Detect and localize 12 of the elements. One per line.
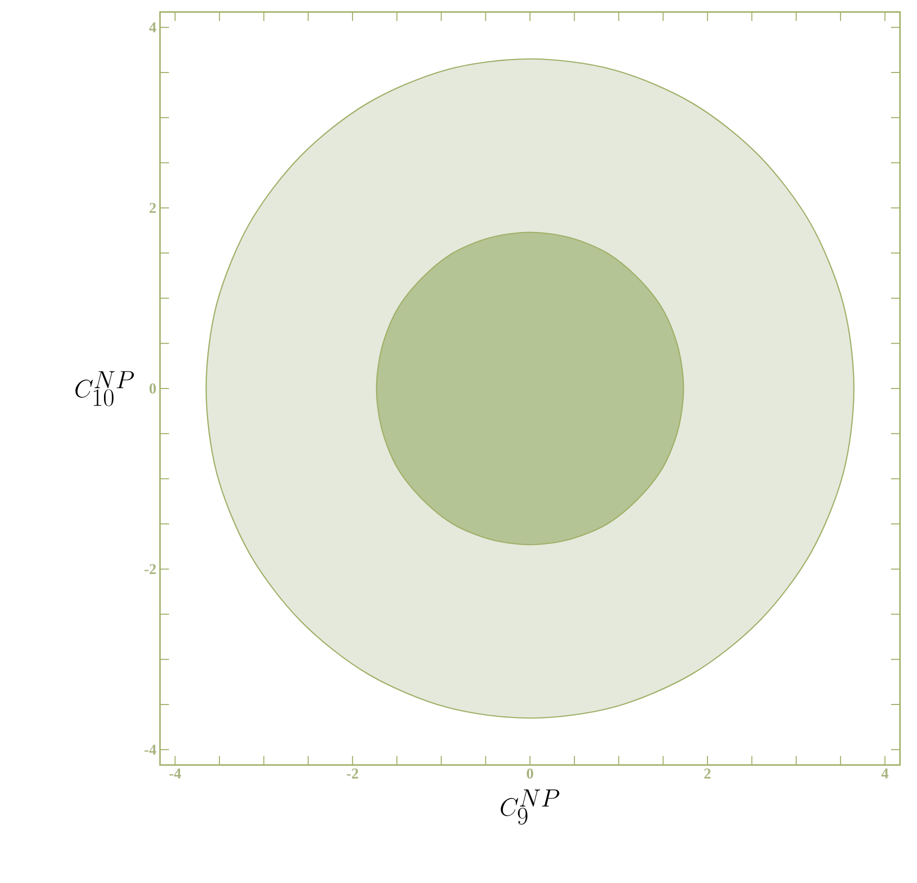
y-tick-label: 0 xyxy=(150,383,156,394)
x-tick-label: 0 xyxy=(526,768,534,779)
y-tick-label: 4 xyxy=(149,22,156,32)
x-tick-label: 4 xyxy=(881,768,888,778)
y-axis-title: $C_{10}^{NP}$ xyxy=(75,371,134,406)
x-tick-label: 2 xyxy=(704,768,711,778)
x-tick-label: -2 xyxy=(346,768,358,778)
y-tick-label: -4 xyxy=(144,744,156,755)
y-tick-label: 2 xyxy=(150,202,156,213)
x-axis-title: $C_9^{NP}$ xyxy=(500,790,560,825)
y-tick-label: -2 xyxy=(144,564,156,574)
x-tick-label: -4 xyxy=(169,768,182,778)
